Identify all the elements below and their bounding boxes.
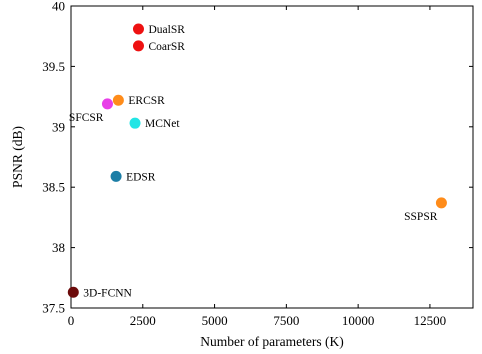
x-tick-label: 12500 [414,313,447,328]
data-points [67,23,447,298]
point-label-mcnet: MCNet [145,118,180,130]
y-tick-label: 40 [52,0,65,14]
data-point-sspsr [435,197,447,209]
plot-area [70,5,474,309]
data-point-3d-fcnn [67,286,79,298]
x-tick-label: 0 [68,313,75,328]
x-tick-label: 2500 [130,313,156,328]
y-tick-label: 39 [52,119,65,134]
x-tick-label: 7500 [273,313,299,328]
y-axis-ticks: 37.5 38 38.5 39 39.5 40 [42,0,473,316]
point-label-edsr: EDSR [126,171,156,183]
x-axis-title: Number of parameters (K) [200,334,344,349]
plot-frame [70,5,474,309]
data-point-sfcsr [101,98,113,110]
point-label-3d-fcnn: 3D-FCNN [83,287,132,299]
y-tick-label: 37.5 [42,301,65,316]
x-tick-label: 5000 [202,313,228,328]
data-point-coarsr [132,40,144,52]
y-tick-label: 39.5 [42,59,65,74]
point-label-coarsr: CoarSR [148,41,185,53]
point-label-sfcsr: SFCSR [69,112,104,124]
data-point-dualsr [132,23,144,35]
data-point-mcnet [129,117,141,129]
y-axis-title: PSNR (dB) [10,126,25,188]
point-label-dualsr: DualSR [148,24,185,36]
data-point-edsr [110,170,122,182]
y-tick-label: 38 [52,240,65,255]
y-tick-label: 38.5 [42,180,65,195]
x-axis-ticks: 0 2500 5000 7500 10000 12500 [68,6,446,328]
x-tick-label: 10000 [342,313,375,328]
data-point-ercsr [112,94,124,106]
point-labels: DualSR CoarSR ERCSR SFCSR MCNet EDSR SSPSR 3D-F… [69,24,438,299]
point-label-ercsr: ERCSR [128,95,165,107]
point-label-sspsr: SSPSR [404,211,438,223]
